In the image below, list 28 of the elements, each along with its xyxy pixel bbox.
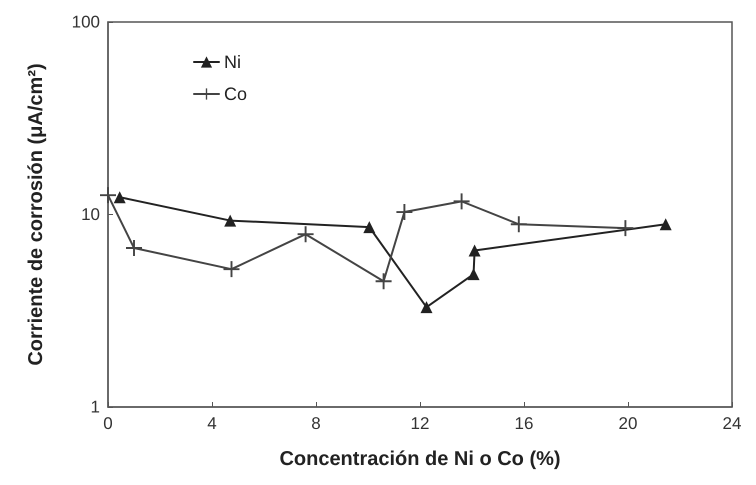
point: [298, 226, 314, 242]
point: [420, 301, 432, 314]
legend-label: Ni: [224, 52, 241, 72]
y-tick-label: 100: [72, 12, 100, 32]
point: [224, 214, 236, 227]
x-tick-label: 24: [722, 414, 742, 433]
point: [660, 218, 672, 230]
point: [617, 220, 634, 236]
point: [363, 221, 376, 234]
point: [468, 244, 481, 257]
legend-label: Co: [224, 84, 248, 104]
x-tick-label: 16: [514, 414, 534, 433]
point: [224, 261, 240, 278]
y-axis-title: Corriente de corrosión (μA/cm²): [25, 63, 47, 366]
point: [126, 240, 142, 256]
x-tick-label: 0: [103, 414, 113, 433]
x-tick-label: 8: [311, 414, 321, 433]
y-tick-label: 1: [90, 398, 100, 416]
point: [396, 204, 412, 220]
point: [468, 268, 480, 280]
y-tick-label: 10: [81, 205, 100, 224]
x-tick-label: 12: [410, 414, 430, 433]
point: [454, 193, 470, 210]
x-tick-label: 20: [618, 414, 638, 433]
x-tick-label: 4: [207, 414, 217, 433]
point: [100, 187, 116, 204]
x-axis-title: Concentración de Ni o Co (%): [279, 448, 561, 470]
point: [114, 191, 126, 204]
